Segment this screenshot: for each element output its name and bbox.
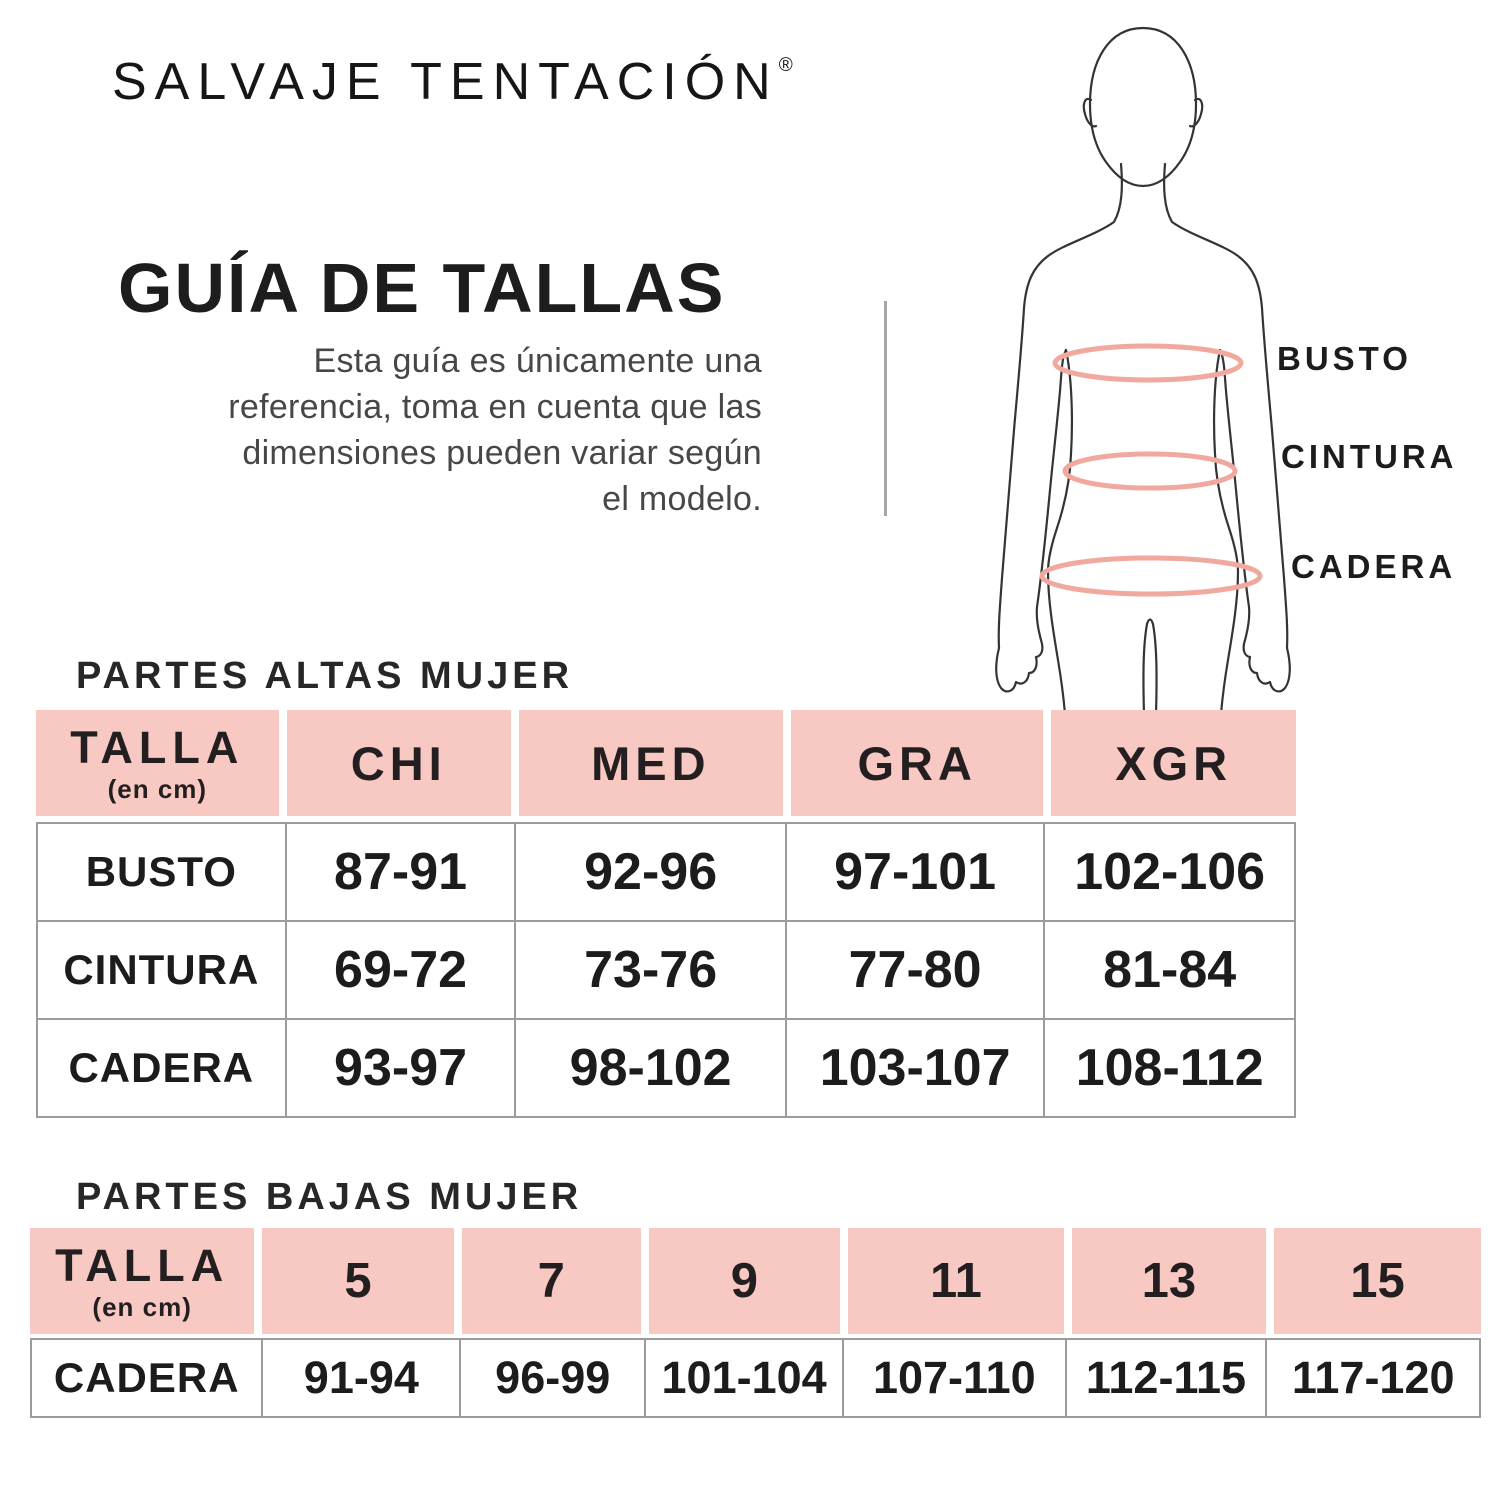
bottoms-header-cell: 9: [648, 1228, 841, 1334]
size-column-label: MED: [591, 736, 711, 790]
tops-size-table: TALLA (en cm) CHI MED GRA XGR BUSTO 87-9…: [36, 710, 1296, 1118]
description-line: referencia, toma en cuenta que las: [228, 388, 762, 426]
table-value-cell: 93-97: [286, 1020, 515, 1116]
size-column-label: GRA: [857, 736, 977, 790]
description-line: el modelo.: [602, 480, 762, 518]
bottoms-header-cell: 13: [1071, 1228, 1267, 1334]
table-value-cell: 101-104: [646, 1340, 843, 1416]
table-value-cell: 117-120: [1267, 1340, 1479, 1416]
description-line: Esta guía es únicamente una: [313, 342, 762, 380]
tops-header-cell: GRA: [790, 710, 1044, 816]
table-value-cell: 91-94: [263, 1340, 460, 1416]
size-column-label: 15: [1350, 1254, 1405, 1308]
bust-label: BUSTO: [1277, 340, 1412, 377]
size-column-label: CHI: [350, 736, 447, 790]
table-value-cell: 92-96: [516, 824, 785, 920]
table-value-cell: 81-84: [1045, 922, 1294, 1018]
size-column-label: 11: [930, 1254, 982, 1308]
tops-table-body: BUSTO 87-91 92-96 97-101 102-106 CINTURA…: [36, 822, 1296, 1118]
tops-table-header: TALLA (en cm) CHI MED GRA XGR: [36, 710, 1296, 816]
bottoms-header-cell: 11: [848, 1228, 1064, 1334]
table-row-label-cell: BUSTO: [38, 824, 285, 920]
table-row-label-cell: CADERA: [32, 1340, 262, 1416]
table-value-cell: 102-106: [1045, 824, 1294, 920]
size-column-label: 13: [1141, 1254, 1197, 1308]
guide-description: Esta guía es únicamente una referencia, …: [90, 338, 762, 522]
bottoms-header-cell-talla: TALLA (en cm): [30, 1228, 255, 1334]
table-value-cell: 103-107: [786, 1020, 1044, 1116]
table-row-label-cell: CADERA: [38, 1020, 285, 1116]
talla-label: TALLA: [70, 721, 245, 773]
table-row-label-cell: CINTURA: [38, 922, 285, 1018]
size-column-label: 5: [344, 1254, 372, 1308]
tops-header-cell: MED: [518, 710, 783, 816]
bottoms-header-cell: 7: [461, 1228, 641, 1334]
right-ear: [1188, 97, 1204, 128]
size-column-label: XGR: [1115, 736, 1233, 790]
table-value-cell: 107-110: [844, 1340, 1065, 1416]
table-value-cell: 98-102: [516, 1020, 785, 1116]
brand-name: SALVAJE TENTACIÓN: [112, 53, 779, 111]
head-outline: [1088, 26, 1198, 188]
size-column-label: 9: [730, 1254, 759, 1308]
bottoms-table-header: TALLA (en cm) 5 7 9 11 13 15: [30, 1228, 1481, 1334]
hip-measure-ellipse: [1039, 555, 1263, 597]
table-value-cell: 96-99: [461, 1340, 645, 1416]
table-value-cell: 112-115: [1066, 1340, 1266, 1416]
bottoms-table-body: CADERA 91-94 96-99 101-104 107-110 112-1…: [30, 1338, 1481, 1418]
tops-header-cell-talla: TALLA (en cm): [36, 710, 279, 816]
description-line: dimensiones pueden variar según: [242, 434, 762, 472]
tops-section-title: PARTES ALTAS MUJER: [76, 655, 574, 697]
right-arm-outline: [1163, 162, 1291, 693]
inner-legs-outline: [1142, 618, 1158, 712]
table-value-cell: 108-112: [1045, 1020, 1294, 1116]
left-ear: [1082, 97, 1098, 128]
talla-unit: (en cm): [92, 1291, 192, 1322]
table-value-cell: 77-80: [786, 922, 1044, 1018]
right-torso-outline: [1212, 348, 1240, 712]
bottoms-header-cell: 15: [1274, 1228, 1481, 1334]
bottoms-section-title: PARTES BAJAS MUJER: [76, 1176, 583, 1218]
left-torso-outline: [1046, 348, 1074, 712]
table-value-cell: 69-72: [286, 922, 515, 1018]
bottoms-header-cell: 5: [262, 1228, 454, 1334]
page-title: GUÍA DE TALLAS: [118, 249, 726, 327]
tops-header-cell: XGR: [1051, 710, 1296, 816]
hip-label: CADERA: [1291, 548, 1457, 585]
bottoms-size-table: TALLA (en cm) 5 7 9 11 13 15 CADERA 91-9…: [30, 1228, 1481, 1418]
table-value-cell: 73-76: [516, 922, 785, 1018]
brand-logo: SALVAJE TENTACIÓN®: [112, 52, 793, 112]
vertical-divider: [884, 301, 887, 516]
waist-label: CINTURA: [1281, 438, 1458, 475]
tops-header-cell: CHI: [286, 710, 511, 816]
table-value-cell: 87-91: [286, 824, 515, 920]
waist-measure-ellipse: [1062, 451, 1238, 491]
bust-measure-ellipse: [1052, 343, 1244, 383]
talla-label: TALLA: [55, 1239, 230, 1291]
body-silhouette-illustration: [995, 26, 1291, 712]
size-column-label: 7: [537, 1254, 565, 1308]
table-value-cell: 97-101: [786, 824, 1044, 920]
registered-trademark-symbol: ®: [778, 55, 793, 76]
talla-unit: (en cm): [107, 773, 208, 804]
left-arm-outline: [995, 162, 1123, 693]
